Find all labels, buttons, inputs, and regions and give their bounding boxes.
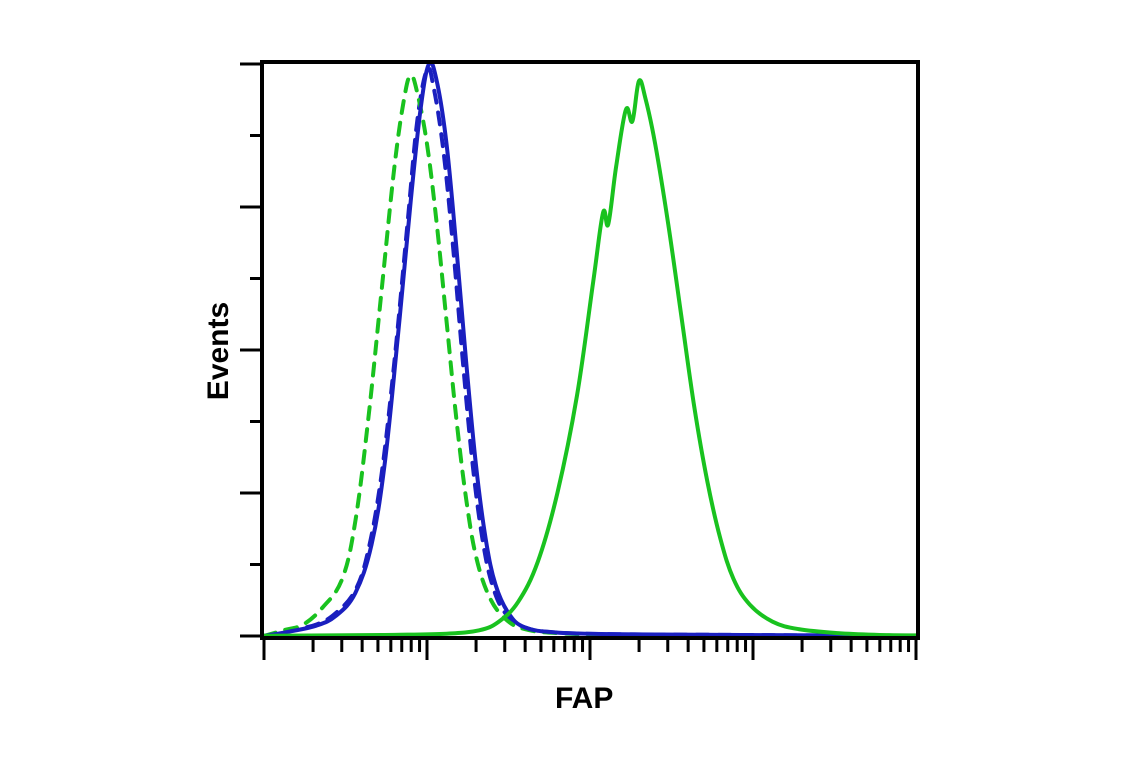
neg-blue-solid [264,62,916,636]
isotype-blue-dashed [264,68,916,636]
chart-svg [0,0,1141,768]
neg-green-dashed [264,75,916,636]
y-axis-label: Events [202,302,236,400]
flow-histogram-chart: Events FAP [0,0,1141,768]
x-axis-label: FAP [555,682,613,716]
pos-green-solid [264,80,916,636]
